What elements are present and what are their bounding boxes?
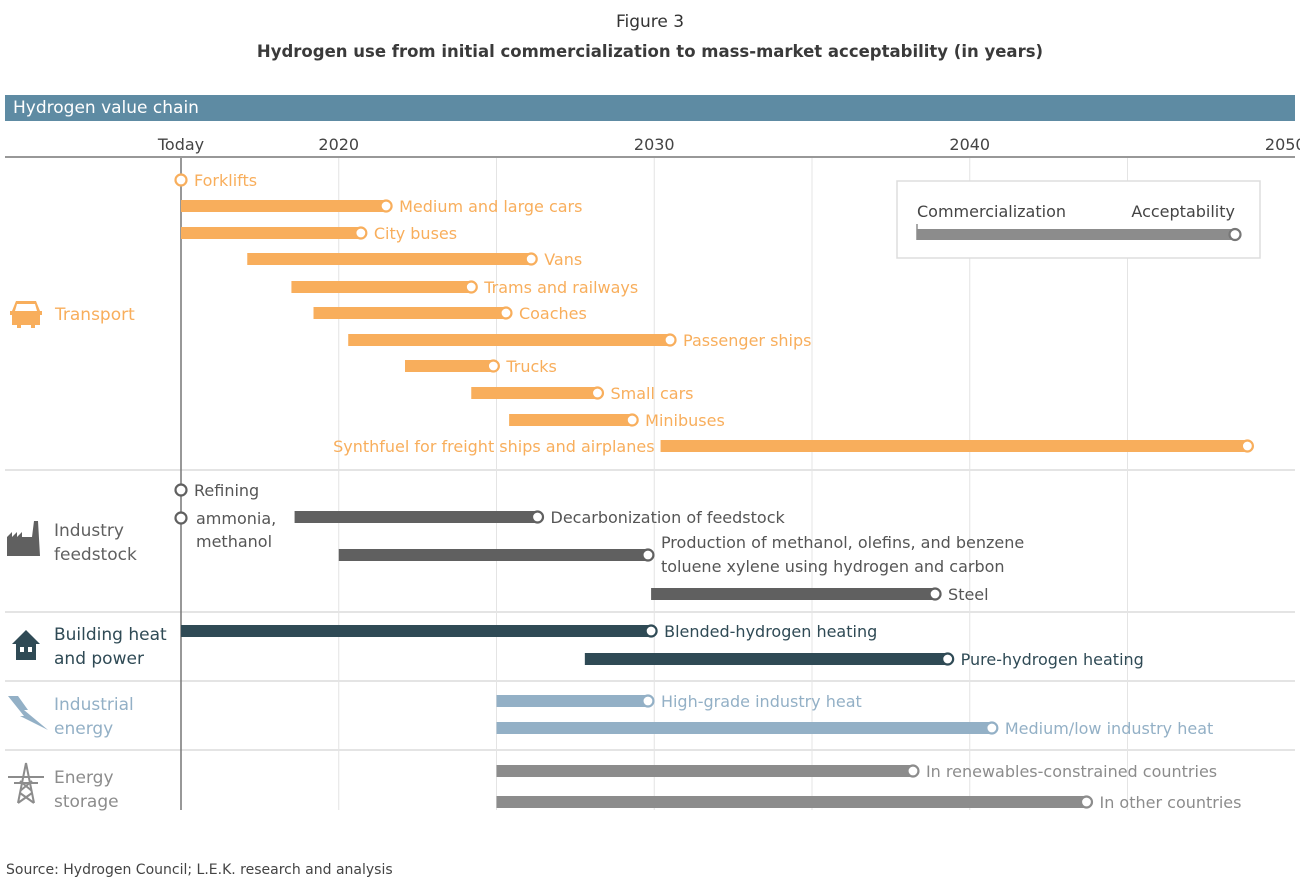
bar-label: Medium/low industry heat [1005, 719, 1213, 738]
acceptability-marker [379, 199, 393, 213]
bar-label: Passenger ships [683, 331, 811, 350]
bar-label: Minibuses [645, 411, 725, 430]
bar-label: Refining [194, 481, 259, 500]
legend-end-marker [1228, 227, 1242, 242]
timeline-bar [181, 227, 361, 239]
tick-label: Today [157, 135, 204, 154]
acceptability-marker [499, 306, 513, 320]
lightning-icon [8, 696, 48, 730]
acceptability-marker [590, 386, 605, 400]
category-label: Industrial energy [54, 695, 134, 739]
bar-label: City buses [374, 224, 457, 243]
bar-label: Production of methanol, olefins, and ben… [661, 533, 1024, 576]
tick-label: 2030 [634, 135, 675, 154]
bar-label: High-grade industry heat [661, 692, 862, 711]
bar-label: In other countries [1099, 793, 1241, 812]
acceptability-marker [928, 587, 942, 601]
acceptability-marker [464, 280, 478, 294]
timeline-bar [496, 796, 1087, 808]
acceptability-marker [906, 764, 920, 778]
timeline-bar [496, 722, 992, 734]
timeline-bar [348, 334, 671, 346]
acceptability-marker [641, 694, 655, 708]
house-window [28, 647, 32, 652]
acceptability-marker [174, 173, 188, 187]
chart-title: Hydrogen use from initial commercializat… [256, 42, 1044, 61]
category-label: Energy storage [54, 768, 119, 812]
acceptability-marker [663, 333, 677, 347]
bar-label: Forklifts [194, 171, 257, 190]
tick-label: 2050 [1265, 135, 1300, 154]
acceptability-marker [1079, 795, 1094, 809]
factory-icon [7, 521, 40, 556]
car-icon [10, 301, 42, 328]
acceptability-marker [985, 721, 999, 735]
acceptability-marker [174, 511, 188, 525]
timeline-bar [471, 387, 598, 399]
timeline-bar [313, 307, 506, 319]
category-label: Transport [54, 305, 135, 325]
bar-label: Pure-hydrogen heating [961, 650, 1144, 669]
house-window [20, 647, 24, 652]
power-tower-icon [8, 762, 44, 804]
acceptability-marker [174, 483, 188, 497]
bar-label: Medium and large cars [399, 197, 582, 216]
car-shape [10, 301, 42, 328]
acceptability-marker [941, 652, 955, 666]
acceptability-marker [354, 226, 368, 240]
timeline-bar [405, 360, 494, 372]
figure-number: Figure 3 [615, 12, 685, 32]
value-chain-header: Hydrogen value chain [5, 95, 1295, 121]
bar-label: Coaches [519, 304, 587, 323]
timeline-bar [660, 440, 1248, 452]
bar-label: Trucks [505, 357, 557, 376]
bar-label: Steel [948, 585, 989, 604]
timeline-bar [181, 625, 652, 637]
legend-box [896, 180, 1261, 259]
timeline-bar [584, 653, 948, 665]
bar-label: In renewables-constrained countries [926, 762, 1217, 781]
timeline-bar [496, 695, 648, 707]
timeline-bar [294, 511, 538, 523]
tick-label: 2020 [318, 135, 359, 154]
timeline-bar [496, 765, 913, 777]
power-tower-shape [8, 762, 44, 804]
tick-label: 2040 [949, 135, 990, 154]
bar-label: Blended-hydrogen heating [664, 622, 877, 641]
factory-shape [7, 521, 40, 556]
source-note: Source: Hydrogen Council; L.E.K. researc… [6, 862, 393, 878]
timeline-bar [651, 588, 936, 600]
timeline-bar [509, 414, 633, 426]
timeline-bar [291, 281, 472, 293]
bar-label: Trams and railways [483, 278, 638, 297]
acceptability-marker [1240, 439, 1254, 453]
bar-label: Small cars [610, 384, 693, 403]
acceptability-marker [486, 359, 500, 373]
lightning-shape [8, 696, 48, 730]
bar-label: Synthfuel for freight ships and airplane… [333, 437, 654, 456]
acceptability-marker [644, 624, 658, 638]
timeline-bar [181, 200, 387, 212]
acceptability-marker [625, 413, 639, 427]
timeline-bar [338, 549, 648, 561]
acceptability-marker [641, 548, 655, 562]
legend-end-label: Acceptability [1131, 202, 1235, 221]
acceptability-marker [530, 510, 545, 524]
bar-label: ammonia, methanol [196, 509, 276, 551]
house-icon [12, 630, 40, 660]
category-label: Industry feedstock [54, 521, 137, 565]
house-shape [12, 630, 40, 660]
category-label: Building heat and power [54, 625, 167, 669]
acceptability-marker [524, 252, 538, 266]
bar-label: Decarbonization of feedstock [551, 508, 786, 527]
legend-bar [917, 229, 1235, 240]
bar-label: Vans [544, 250, 582, 269]
timeline-bar [247, 253, 532, 265]
legend-start-label: Commercialization [917, 202, 1066, 221]
